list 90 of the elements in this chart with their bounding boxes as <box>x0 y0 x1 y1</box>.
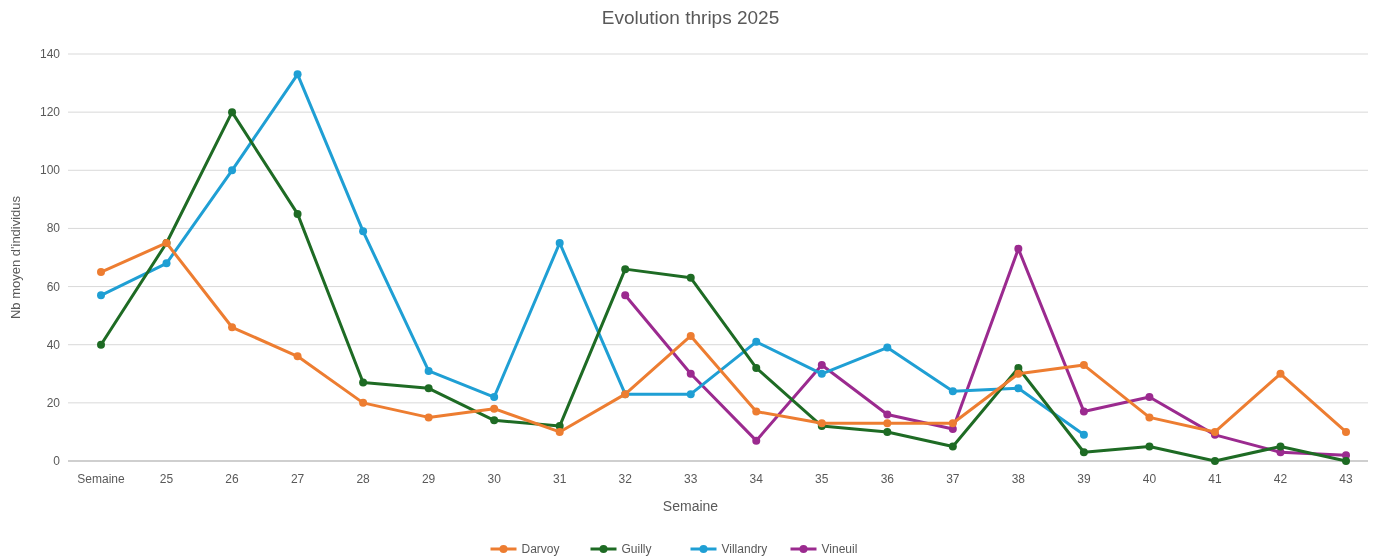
point <box>293 352 302 361</box>
x-tick-label: 43 <box>1339 472 1353 486</box>
point <box>621 291 630 300</box>
x-tick-label: 38 <box>1011 472 1026 486</box>
point <box>1342 457 1350 465</box>
legend-label: Vineuil <box>821 542 858 556</box>
chart-title: Evolution thrips 2025 <box>601 7 780 28</box>
point <box>1145 413 1154 422</box>
x-tick-label: Semaine <box>77 472 125 486</box>
x-tick-label: 37 <box>946 472 960 486</box>
point <box>359 378 368 387</box>
point <box>1276 369 1285 378</box>
x-tick-label: 40 <box>1142 472 1157 486</box>
y-tick-label: 120 <box>39 105 61 120</box>
point <box>686 369 695 378</box>
x-tick-label: 39 <box>1077 472 1091 486</box>
point <box>817 369 826 378</box>
point <box>686 273 695 282</box>
point <box>490 416 499 425</box>
point <box>293 70 302 79</box>
point <box>1014 369 1023 378</box>
point <box>97 340 105 349</box>
point <box>555 427 564 436</box>
point <box>293 209 302 218</box>
point <box>162 259 171 268</box>
point <box>752 337 761 346</box>
legend-label: Villandry <box>721 542 768 556</box>
y-tick-label: 40 <box>46 337 61 352</box>
y-tick-label: 80 <box>46 221 61 236</box>
point <box>948 419 957 428</box>
point <box>490 404 499 413</box>
y-tick-label: 60 <box>46 279 61 294</box>
x-tick-label: 33 <box>684 472 698 486</box>
point <box>1145 393 1154 402</box>
y-axis-title: Nb moyen d'individus <box>8 195 23 320</box>
x-tick-label: 27 <box>290 472 305 486</box>
point <box>883 427 892 436</box>
point <box>1079 361 1088 370</box>
x-tick-label: 41 <box>1208 472 1222 486</box>
point <box>424 366 433 375</box>
x-tick-label: 28 <box>356 472 371 486</box>
y-tick-label: 100 <box>39 163 61 178</box>
point <box>1145 442 1154 451</box>
point <box>817 361 826 370</box>
y-tick-label: 0 <box>53 454 61 468</box>
point <box>686 331 695 340</box>
point <box>228 108 237 117</box>
x-tick-label: 30 <box>487 472 502 486</box>
point <box>97 291 105 300</box>
point <box>686 390 695 399</box>
point <box>1210 457 1219 465</box>
point <box>359 227 368 236</box>
point <box>883 343 892 352</box>
x-tick-label: 26 <box>225 472 240 486</box>
x-tick-label: 42 <box>1273 472 1288 486</box>
x-tick-label: 31 <box>553 472 567 486</box>
point <box>1079 448 1088 457</box>
point <box>1079 407 1088 416</box>
point <box>752 363 761 372</box>
legend-label: Darvoy <box>521 542 560 556</box>
x-tick-label: 35 <box>815 472 829 486</box>
point <box>424 384 433 393</box>
legend-label: Guilly <box>621 542 652 556</box>
x-tick-label: 34 <box>749 472 764 486</box>
point <box>1014 384 1023 393</box>
point <box>359 398 368 407</box>
point <box>228 323 237 332</box>
x-axis-title: Semaine <box>662 498 719 514</box>
point <box>97 268 105 277</box>
x-tick-label: 25 <box>159 472 174 486</box>
point <box>555 238 564 247</box>
point <box>228 166 237 175</box>
point <box>883 410 892 419</box>
point <box>1014 244 1023 253</box>
point <box>948 387 957 396</box>
point <box>621 265 630 274</box>
x-tick-label: 32 <box>618 472 633 486</box>
y-tick-label: 20 <box>46 395 61 410</box>
point <box>490 393 499 402</box>
point <box>424 413 433 422</box>
point <box>1079 430 1088 439</box>
point <box>752 407 761 416</box>
x-tick-label: 36 <box>880 472 895 486</box>
point <box>1342 427 1350 436</box>
x-tick-label: 29 <box>421 472 436 486</box>
point <box>1276 442 1285 451</box>
point <box>948 442 957 451</box>
point <box>883 419 892 428</box>
point <box>752 436 761 445</box>
y-tick-label: 140 <box>39 47 61 61</box>
